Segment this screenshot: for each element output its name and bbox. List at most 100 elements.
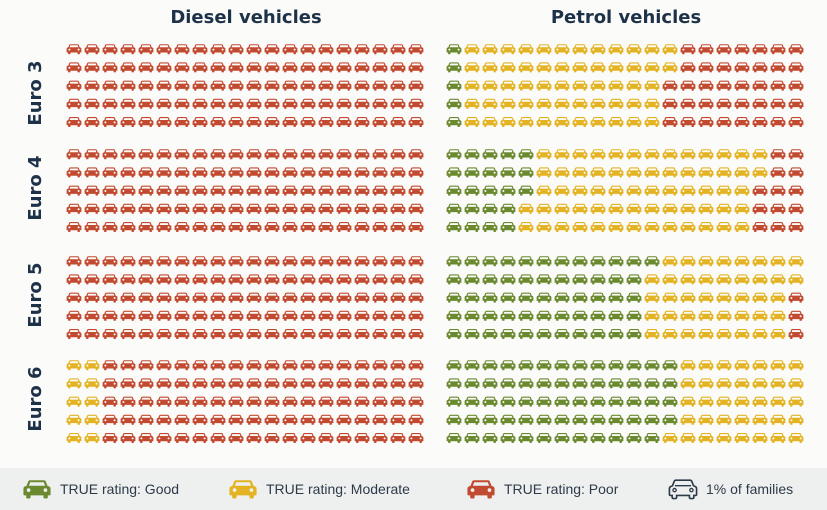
car-mark-moderate <box>482 98 498 109</box>
car-mark-good <box>608 396 624 407</box>
car-mark-moderate <box>698 203 714 214</box>
car-mark-moderate <box>752 149 768 160</box>
car-mark-moderate <box>698 292 714 303</box>
car-mark-poor <box>174 80 190 91</box>
car-mark-poor <box>264 203 280 214</box>
car-mark-moderate <box>572 62 588 73</box>
car-mark-poor <box>192 396 208 407</box>
row-label-euro-3: Euro 3 <box>25 60 46 126</box>
car-mark-poor <box>174 44 190 55</box>
car-mark-poor <box>354 414 370 425</box>
car-mark-moderate <box>680 433 696 443</box>
car-mark-moderate <box>752 329 768 339</box>
car-mark-poor <box>390 222 406 232</box>
car-mark-moderate <box>572 44 588 55</box>
car-mark-poor <box>336 98 352 109</box>
car-mark-moderate <box>788 360 804 371</box>
car-mark-poor <box>66 292 82 303</box>
car-mark-poor <box>156 310 172 321</box>
car-mark-good <box>446 185 462 196</box>
car-mark-poor <box>84 222 100 232</box>
car-mark-moderate <box>770 360 786 371</box>
car-mark-poor <box>228 222 244 232</box>
car-mark-poor <box>390 149 406 160</box>
car-mark-poor <box>84 80 100 91</box>
car-mark-poor <box>156 433 172 443</box>
car-mark-poor <box>662 98 678 109</box>
car-mark-poor <box>264 433 280 443</box>
car-mark-good <box>572 256 588 267</box>
car-mark-poor <box>138 256 154 267</box>
car-mark-good <box>446 80 462 91</box>
car-mark-moderate <box>752 414 768 425</box>
car-mark-poor <box>734 117 750 127</box>
car-mark-moderate <box>554 80 570 91</box>
car-mark-poor <box>210 256 226 267</box>
car-mark-poor <box>354 222 370 232</box>
car-mark-moderate <box>608 149 624 160</box>
car-mark-poor <box>788 292 804 303</box>
car-mark-poor <box>210 433 226 443</box>
car-mark-moderate <box>680 329 696 339</box>
car-mark-good <box>626 329 642 339</box>
car-mark-moderate <box>680 222 696 232</box>
car-mark-poor <box>390 310 406 321</box>
car-mark-good <box>500 292 516 303</box>
car-mark-good <box>572 274 588 285</box>
car-mark-good <box>482 203 498 214</box>
car-mark-poor <box>354 117 370 127</box>
car-mark-moderate <box>734 360 750 371</box>
car-mark-moderate <box>644 149 660 160</box>
car-mark-moderate <box>644 292 660 303</box>
car-mark-poor <box>318 222 334 232</box>
car-mark-poor <box>246 98 262 109</box>
car-mark-poor <box>66 44 82 55</box>
car-mark-poor <box>120 203 136 214</box>
car-mark-poor <box>210 167 226 178</box>
car-mark-poor <box>228 80 244 91</box>
car-mark-poor <box>246 360 262 371</box>
car-mark-poor <box>698 98 714 109</box>
car-mark-good <box>464 222 480 232</box>
car-mark-good <box>464 149 480 160</box>
car-mark-poor <box>246 149 262 160</box>
car-mark-good <box>536 433 552 443</box>
car-mark-good <box>500 396 516 407</box>
car-mark-good <box>644 414 660 425</box>
car-mark-good <box>464 274 480 285</box>
car-mark-good <box>518 256 534 267</box>
car-mark-poor <box>752 185 768 196</box>
car-mark-poor <box>84 274 100 285</box>
car-mark-poor <box>210 329 226 339</box>
car-mark-poor <box>716 44 732 55</box>
car-mark-good <box>446 414 462 425</box>
car-mark-moderate <box>734 222 750 232</box>
car-mark-good <box>554 329 570 339</box>
car-mark-poor <box>408 222 424 232</box>
car-mark-poor <box>318 292 334 303</box>
car-mark-moderate <box>536 80 552 91</box>
car-mark-poor <box>120 396 136 407</box>
car-mark-moderate <box>626 98 642 109</box>
car-mark-poor <box>372 62 388 73</box>
car-mark-poor <box>138 149 154 160</box>
car-mark-poor <box>318 274 334 285</box>
column-title-petrol: Petrol vehicles <box>550 7 702 28</box>
car-mark-poor <box>680 44 696 55</box>
car-mark-poor <box>282 310 298 321</box>
car-mark-moderate <box>554 117 570 127</box>
car-mark-poor <box>102 360 118 371</box>
car-mark-moderate <box>734 329 750 339</box>
car-mark-poor <box>156 256 172 267</box>
car-mark-moderate <box>698 185 714 196</box>
car-mark-poor <box>788 167 804 178</box>
car-mark-moderate <box>626 222 642 232</box>
car-mark-moderate <box>84 360 100 371</box>
car-mark-poor <box>300 256 316 267</box>
car-mark-moderate <box>644 117 660 127</box>
car-mark-good <box>482 310 498 321</box>
car-mark-poor <box>390 414 406 425</box>
car-mark-moderate <box>536 98 552 109</box>
car-mark-poor <box>264 149 280 160</box>
car-mark-poor <box>192 414 208 425</box>
